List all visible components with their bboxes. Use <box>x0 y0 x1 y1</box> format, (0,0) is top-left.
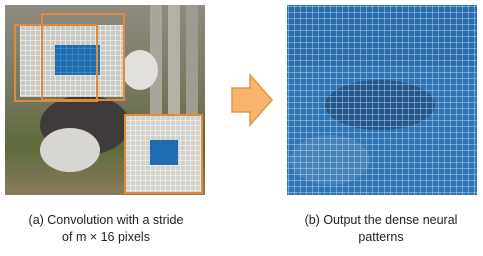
caption-a: (a) Convolution with a stride of m × 16 … <box>0 212 212 246</box>
figure: (a) Convolution with a stride of m × 16 … <box>0 0 483 256</box>
output-image <box>287 5 477 195</box>
caption-line: patterns <box>282 229 480 246</box>
caption-b: (b) Output the dense neural patterns <box>282 212 480 246</box>
caption-line: of m × 16 pixels <box>0 229 212 246</box>
input-image <box>5 5 205 195</box>
caption-line: (b) Output the dense neural <box>282 212 480 229</box>
caption-line: (a) Convolution with a stride <box>0 212 212 229</box>
arrow <box>232 75 272 125</box>
figure-graphics <box>0 0 483 200</box>
